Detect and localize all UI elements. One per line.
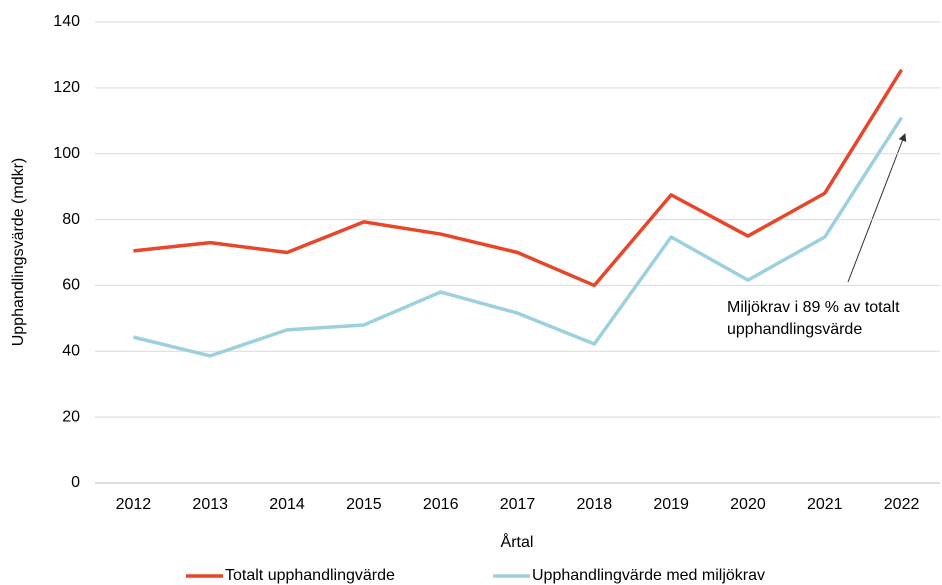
annotation: upphandlingsvärde (727, 321, 862, 338)
x-tick-label: 2020 (730, 496, 766, 513)
legend-label: Upphandlingvärde med miljökrav (532, 567, 765, 584)
annotation-arrow (847, 133, 907, 283)
series-line (132, 116, 904, 358)
x-tick-label: 2019 (653, 496, 689, 513)
x-tick-label: 2016 (423, 496, 459, 513)
x-tick-label: 2014 (269, 496, 305, 513)
y-tick-label: 120 (53, 79, 80, 96)
x-tick-label: 2013 (192, 496, 228, 513)
y-tick-label: 20 (62, 408, 80, 425)
x-tick-label: 2021 (807, 496, 843, 513)
y-tick-label: 0 (71, 474, 80, 491)
annotation: Miljökrav i 89 % av totalt (727, 299, 900, 316)
y-tick-label: 40 (62, 343, 80, 360)
x-axis-title: Årtal (501, 532, 534, 551)
x-tick-label: 2022 (884, 496, 920, 513)
x-tick-label: 2017 (500, 496, 536, 513)
y-tick-label: 80 (62, 211, 80, 228)
x-tick-label: 2012 (116, 496, 152, 513)
legend-label: Totalt upphandlingvärde (225, 567, 395, 584)
y-axis-title: Upphandlingsvärde (mdkr) (10, 158, 27, 347)
x-tick-label: 2018 (577, 496, 613, 513)
y-tick-label: 60 (62, 277, 80, 294)
y-tick-label: 140 (53, 13, 80, 30)
series-line (133, 68, 904, 288)
x-tick-label: 2015 (346, 496, 382, 513)
y-tick-label: 100 (53, 145, 80, 162)
